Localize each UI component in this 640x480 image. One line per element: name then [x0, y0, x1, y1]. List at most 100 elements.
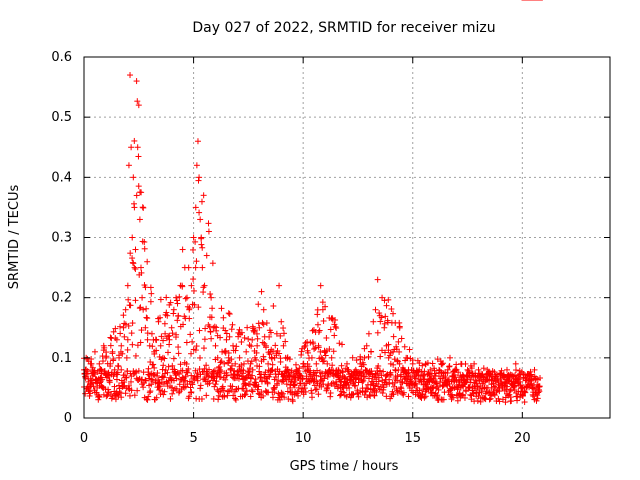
data-point	[254, 342, 261, 349]
data-point	[170, 310, 177, 317]
data-point	[332, 317, 339, 324]
data-point	[207, 291, 214, 298]
data-point	[186, 393, 193, 400]
data-point	[264, 379, 271, 386]
data-point	[467, 391, 474, 398]
data-point	[203, 252, 210, 259]
data-point	[132, 246, 139, 253]
data-point	[330, 379, 337, 386]
data-point	[188, 350, 195, 357]
data-point	[362, 373, 369, 380]
data-point	[382, 313, 389, 320]
data-point	[220, 314, 227, 321]
data-point	[220, 387, 227, 394]
data-point	[194, 138, 201, 145]
data-point	[512, 360, 519, 367]
data-point	[446, 363, 453, 370]
data-point	[447, 354, 454, 361]
data-point	[383, 393, 390, 400]
data-point	[217, 334, 224, 341]
data-point	[197, 382, 204, 389]
data-point	[461, 394, 468, 401]
data-point	[238, 366, 245, 373]
data-point	[159, 373, 166, 380]
data-point	[179, 246, 186, 253]
data-point	[229, 321, 236, 328]
data-point	[506, 372, 513, 379]
data-point	[508, 397, 515, 404]
data-point	[186, 315, 193, 322]
data-point	[140, 204, 147, 211]
data-point	[180, 321, 187, 328]
data-point	[107, 360, 114, 367]
data-point	[145, 393, 152, 400]
data-point	[319, 358, 326, 365]
data-point	[429, 360, 436, 367]
data-point	[299, 385, 306, 392]
data-point	[200, 345, 207, 352]
data-point	[129, 234, 136, 241]
data-point	[232, 395, 239, 402]
data-point	[448, 385, 455, 392]
data-point	[243, 387, 250, 394]
data-point	[319, 299, 326, 306]
data-point	[359, 378, 366, 385]
data-point	[283, 381, 290, 388]
data-point	[191, 301, 198, 308]
data-point	[446, 363, 453, 370]
data-point	[307, 339, 314, 346]
data-point	[124, 282, 131, 289]
data-point	[198, 396, 205, 403]
data-point	[293, 366, 300, 373]
data-point	[222, 376, 229, 383]
data-point	[422, 360, 429, 367]
data-point	[117, 323, 124, 330]
data-point	[453, 361, 460, 368]
data-point	[135, 183, 142, 190]
data-point	[468, 372, 475, 379]
data-point	[133, 192, 140, 199]
data-point	[217, 368, 224, 375]
data-point	[398, 335, 405, 342]
data-point	[245, 336, 252, 343]
data-point	[273, 382, 280, 389]
data-point	[157, 314, 164, 321]
data-point	[216, 366, 223, 373]
data-point	[314, 321, 321, 328]
data-point	[190, 287, 197, 294]
data-point	[190, 246, 197, 253]
data-point	[119, 350, 126, 357]
data-point	[160, 374, 167, 381]
data-point	[363, 384, 370, 391]
data-point	[348, 372, 355, 379]
data-point	[227, 366, 234, 373]
data-point	[118, 366, 125, 373]
data-point	[163, 309, 170, 316]
data-point	[191, 376, 198, 383]
data-point	[288, 367, 295, 374]
x-axis-label: GPS time / hours	[290, 459, 399, 474]
data-point	[175, 312, 182, 319]
data-point	[161, 388, 168, 395]
data-point	[315, 391, 322, 398]
data-point	[335, 366, 342, 373]
data-point	[425, 378, 432, 385]
data-point	[146, 342, 153, 349]
data-point	[259, 339, 266, 346]
data-point	[174, 369, 181, 376]
data-point	[214, 386, 221, 393]
data-point	[276, 350, 283, 357]
data-point	[166, 336, 173, 343]
data-point	[390, 310, 397, 317]
data-point	[114, 369, 121, 376]
data-point	[218, 358, 225, 365]
data-point	[203, 362, 210, 369]
data-point	[141, 238, 148, 245]
data-point	[401, 343, 408, 350]
data-point	[139, 376, 146, 383]
data-point	[247, 360, 254, 367]
data-point	[380, 368, 387, 375]
data-point	[354, 372, 361, 379]
data-point	[421, 394, 428, 401]
data-point	[183, 339, 190, 346]
